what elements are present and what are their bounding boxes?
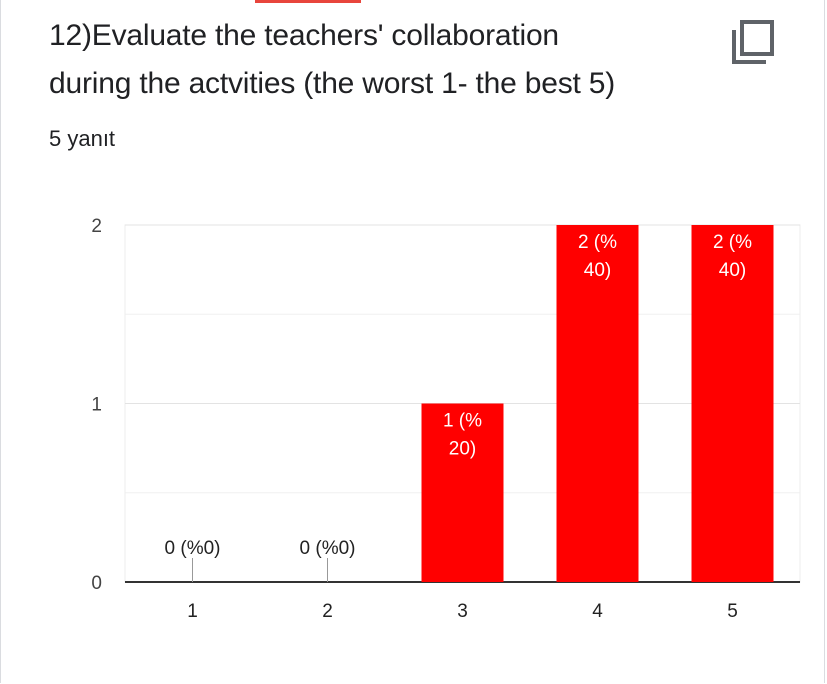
bar-layer <box>192 225 774 582</box>
y-tick-label: 0 <box>91 573 102 594</box>
data-label-1: 0 (%0) <box>165 538 221 559</box>
question-title-line-2: during the actvities (the worst 1- the b… <box>49 67 616 100</box>
data-label-2: 0 (%0) <box>300 538 356 559</box>
x-tick-label: 2 <box>322 601 333 622</box>
data-label-5: 2 (% 40) <box>713 232 752 281</box>
x-tick-label: 5 <box>727 601 738 622</box>
question-title: 12)Evaluate the teachers' collaboration … <box>49 12 709 108</box>
y-tick-label: 1 <box>91 395 102 416</box>
bar-5 <box>691 225 774 582</box>
copy-icon <box>732 20 774 64</box>
response-count: 5 yanıt <box>49 126 116 151</box>
copy-chart-button[interactable] <box>728 18 776 66</box>
x-tick-label: 4 <box>592 601 603 622</box>
question-title-line-1: 12)Evaluate the teachers' collaboration <box>49 19 559 52</box>
x-tick-label: 1 <box>187 601 198 622</box>
label-layer: 0 1 2 0 (%0) 1 0 (%0) 2 1 (% 20) 3 2 (% 40) 4 2 (% 40)… <box>91 216 752 622</box>
x-tick-label: 3 <box>457 601 468 622</box>
data-label-4: 2 (% 40) <box>578 232 617 281</box>
y-tick-label: 2 <box>91 216 102 237</box>
top-accent-bar <box>255 0 361 3</box>
bar-4 <box>556 225 639 582</box>
data-label-3: 1 (% 20) <box>443 411 482 460</box>
bar-3 <box>421 403 504 582</box>
